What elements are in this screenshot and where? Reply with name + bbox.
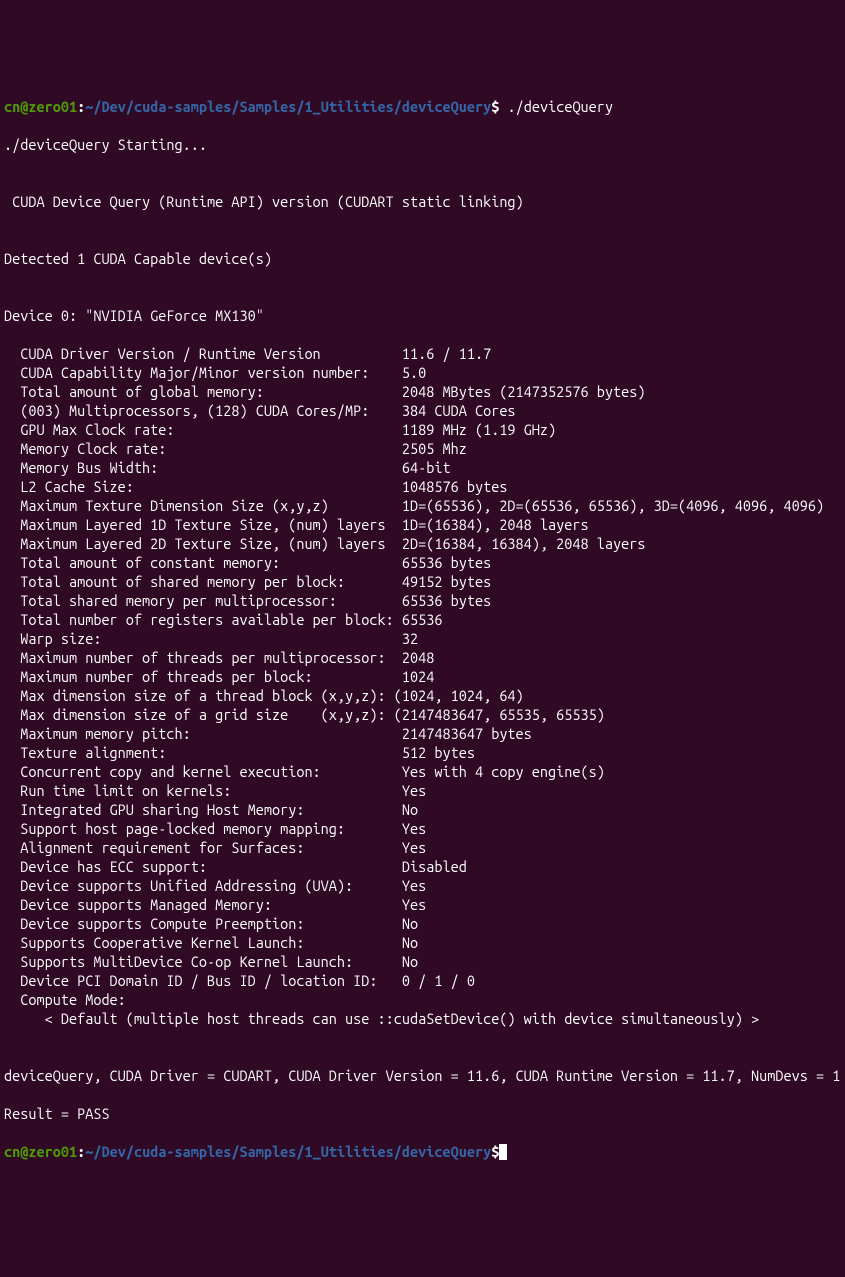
device-properties-block: CUDA Driver Version / Runtime Version 11… <box>4 344 841 1028</box>
output-starting: ./deviceQuery Starting... <box>4 135 841 154</box>
device-property-line: Maximum number of threads per multiproce… <box>4 648 841 667</box>
device-property-line: Integrated GPU sharing Host Memory: No <box>4 800 841 819</box>
terminal-output: cn@zero01:~/Dev/cuda-samples/Samples/1_U… <box>4 78 841 1180</box>
device-property-line: Warp size: 32 <box>4 629 841 648</box>
device-property-line: Device supports Managed Memory: Yes <box>4 895 841 914</box>
output-result: Result = PASS <box>4 1104 841 1123</box>
device-property-line: CUDA Capability Major/Minor version numb… <box>4 363 841 382</box>
device-property-line: Maximum Layered 2D Texture Size, (num) l… <box>4 534 841 553</box>
device-property-line: Device supports Compute Preemption: No <box>4 914 841 933</box>
prompt-path: ~/Dev/cuda-samples/Samples/1_Utilities/d… <box>85 1143 491 1160</box>
device-property-line: Maximum memory pitch: 2147483647 bytes <box>4 724 841 743</box>
cursor-block <box>499 1144 507 1160</box>
output-detected: Detected 1 CUDA Capable device(s) <box>4 249 841 268</box>
device-property-line: Supports MultiDevice Co-op Kernel Launch… <box>4 952 841 971</box>
device-property-line: GPU Max Clock rate: 1189 MHz (1.19 GHz) <box>4 420 841 439</box>
device-property-line: Maximum Layered 1D Texture Size, (num) l… <box>4 515 841 534</box>
prompt-at: @ <box>20 1143 28 1160</box>
device-property-line: Maximum number of threads per block: 102… <box>4 667 841 686</box>
device-property-line: Max dimension size of a grid size (x,y,z… <box>4 705 841 724</box>
device-property-line: Total number of registers available per … <box>4 610 841 629</box>
device-property-line: Total amount of constant memory: 65536 b… <box>4 553 841 572</box>
prompt-colon: : <box>77 1143 85 1160</box>
device-property-line: Support host page-locked memory mapping:… <box>4 819 841 838</box>
device-property-line: Memory Clock rate: 2505 Mhz <box>4 439 841 458</box>
device-property-line: Supports Cooperative Kernel Launch: No <box>4 933 841 952</box>
device-property-line: Total shared memory per multiprocessor: … <box>4 591 841 610</box>
device-property-line: Total amount of shared memory per block:… <box>4 572 841 591</box>
device-property-line: Device supports Unified Addressing (UVA)… <box>4 876 841 895</box>
device-property-line: Compute Mode: <box>4 990 841 1009</box>
output-device-line: Device 0: "NVIDIA GeForce MX130" <box>4 306 841 325</box>
device-property-line: Total amount of global memory: 2048 MByt… <box>4 382 841 401</box>
device-property-line: Device has ECC support: Disabled <box>4 857 841 876</box>
prompt-host: zero01 <box>28 98 77 115</box>
prompt-user: cn <box>4 98 20 115</box>
device-property-line: Texture alignment: 512 bytes <box>4 743 841 762</box>
device-property-line: Memory Bus Width: 64-bit <box>4 458 841 477</box>
prompt-user: cn <box>4 1143 20 1160</box>
prompt-path: ~/Dev/cuda-samples/Samples/1_Utilities/d… <box>85 98 491 115</box>
device-property-line: Device PCI Domain ID / Bus ID / location… <box>4 971 841 990</box>
command-text: ./deviceQuery <box>499 98 613 115</box>
device-property-line: Max dimension size of a thread block (x,… <box>4 686 841 705</box>
prompt-host: zero01 <box>28 1143 77 1160</box>
device-property-line: Alignment requirement for Surfaces: Yes <box>4 838 841 857</box>
prompt-line-2[interactable]: cn@zero01:~/Dev/cuda-samples/Samples/1_U… <box>4 1142 841 1161</box>
device-property-line: L2 Cache Size: 1048576 bytes <box>4 477 841 496</box>
device-property-line: Run time limit on kernels: Yes <box>4 781 841 800</box>
device-property-line: CUDA Driver Version / Runtime Version 11… <box>4 344 841 363</box>
output-header: CUDA Device Query (Runtime API) version … <box>4 192 841 211</box>
prompt-dollar: $ <box>491 1143 499 1160</box>
device-property-line: (003) Multiprocessors, (128) CUDA Cores/… <box>4 401 841 420</box>
prompt-line-1[interactable]: cn@zero01:~/Dev/cuda-samples/Samples/1_U… <box>4 97 841 116</box>
device-property-line: Concurrent copy and kernel execution: Ye… <box>4 762 841 781</box>
device-property-line: Maximum Texture Dimension Size (x,y,z) 1… <box>4 496 841 515</box>
device-property-line: < Default (multiple host threads can use… <box>4 1009 841 1028</box>
output-summary: deviceQuery, CUDA Driver = CUDART, CUDA … <box>4 1066 841 1085</box>
